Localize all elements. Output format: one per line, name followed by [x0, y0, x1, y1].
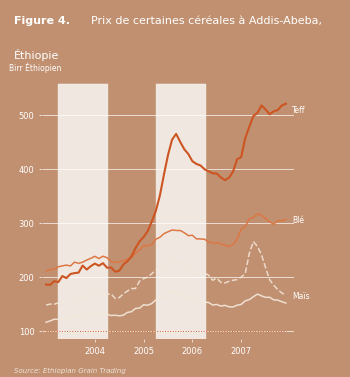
Text: Éthiopie: Éthiopie — [14, 49, 60, 61]
Text: Prix de certaines céréales à Addis-Abeba,: Prix de certaines céréales à Addis-Abeba… — [91, 17, 322, 26]
Text: Teff: Teff — [292, 106, 306, 115]
Text: Figure 4.: Figure 4. — [14, 17, 70, 26]
Text: Birr Éthiopien: Birr Éthiopien — [9, 62, 62, 73]
Text: Blé: Blé — [292, 216, 304, 225]
Text: Maïs: Maïs — [292, 291, 310, 300]
Bar — [58, 83, 107, 339]
Text: Source: Ethiopian Grain Trading: Source: Ethiopian Grain Trading — [14, 368, 126, 374]
Bar — [156, 83, 205, 339]
